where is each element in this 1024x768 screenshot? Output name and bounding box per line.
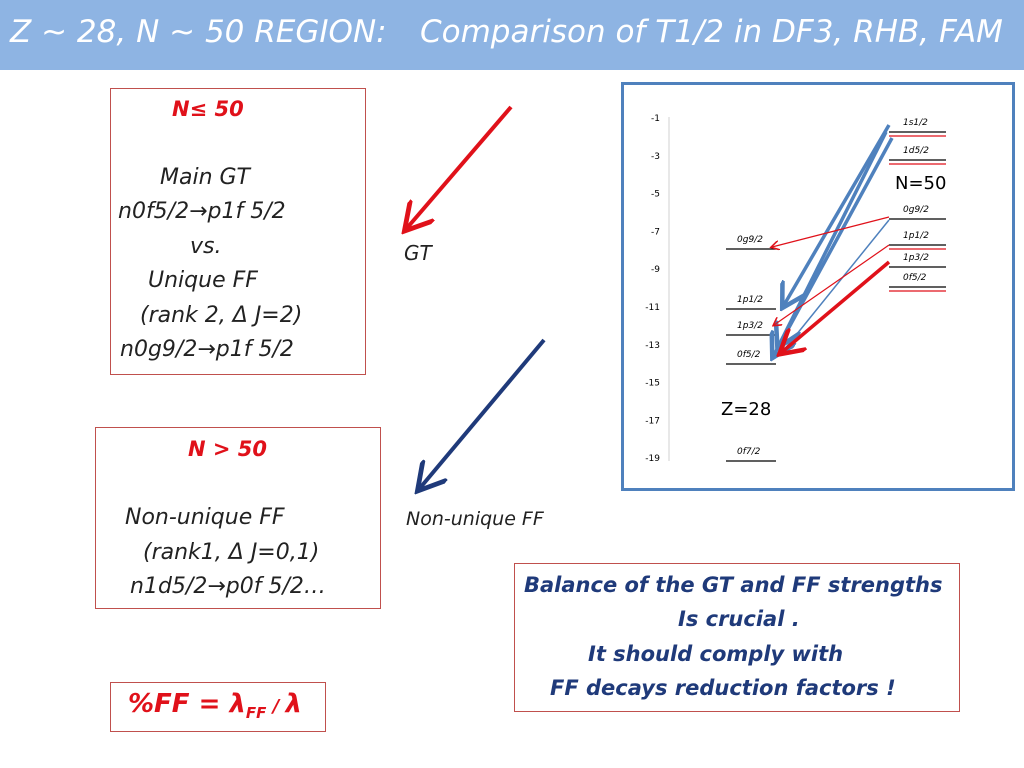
y-tick-label: -15 [645, 379, 660, 389]
balance-line-1: Balance of the GT and FF strengths [524, 573, 943, 597]
nonunique-from-orbital: n1d5/2 [130, 574, 208, 599]
level-diagram-svg: -1 -3 -5 -7 -9 -11 -13 -15 -17 -19 1s1/2 1d5/2 0g9/2… [645, 114, 946, 464]
transition-arrow [782, 260, 891, 352]
gt-label: GT [404, 241, 432, 265]
y-tick-label: -13 [645, 341, 660, 351]
n-gt-50-heading: N > 50 [188, 437, 268, 461]
neutron-level-label: 0g9/2 [903, 205, 929, 215]
neutron-level-label: 1p3/2 [903, 253, 929, 263]
y-tick-label: -11 [645, 303, 660, 313]
ff-pointer-arrow [420, 338, 546, 488]
region-title: Z ~ 28, N ~ 50 REGION: [10, 14, 387, 50]
right-arrow-icon: → [197, 337, 216, 362]
n-le-50-box [110, 88, 366, 375]
proton-level-label: 1p1/2 [737, 295, 763, 305]
non-unique-ff-label: Non-unique FF [125, 505, 285, 530]
neutron-level-label: 1p1/2 [903, 231, 929, 241]
ff-formula-sub: FF [245, 704, 267, 723]
vs-label: vs. [190, 234, 222, 259]
level-diagram: -1 -3 -5 -7 -9 -11 -13 -15 -17 -19 1s1/2 1d5/2 0g9/2… [621, 82, 1015, 491]
right-arrow-icon: → [207, 574, 226, 599]
non-unique-ff-arrow-label: Non-unique FF [406, 508, 544, 530]
y-tick-label: -7 [651, 227, 660, 237]
nonunique-transition-line: n1d5/2→p0f 5/2… [130, 574, 326, 599]
transition-arrow [774, 244, 890, 325]
y-tick-label: -5 [651, 190, 660, 200]
proton-level-label: 1p3/2 [737, 321, 763, 331]
balance-line-2: Is crucial . [678, 607, 800, 631]
y-tick-label: -17 [645, 416, 660, 426]
transition-arrow [772, 216, 890, 247]
ff-formula-box [110, 682, 326, 732]
gt-from-orbital: n0f5/2 [118, 199, 190, 224]
n50-label: N=50 [895, 173, 946, 194]
ff-formula: %FF = λFF / λ [128, 689, 302, 722]
transition-arrow [784, 124, 891, 305]
neutron-level-label: 0f5/2 [903, 273, 927, 283]
proton-level-label: 0f5/2 [737, 350, 761, 360]
ff-from-orbital: n0g9/2 [120, 337, 198, 362]
rank2-label: (rank 2, Δ J=2) [140, 303, 303, 328]
unique-ff-label: Unique FF [148, 268, 258, 293]
neutron-level-label: 1d5/2 [903, 146, 929, 156]
y-tick-label: -9 [651, 265, 660, 275]
y-tick-label: -19 [645, 454, 660, 464]
y-tick-label: -1 [651, 114, 660, 124]
neutron-level-label: 1s1/2 [903, 118, 928, 128]
ff-formula-main: %FF = λ [128, 689, 246, 719]
n-le-50-heading: N≤ 50 [172, 97, 244, 121]
proton-level-label: 0g9/2 [737, 235, 763, 245]
ff-transition-line: n0g9/2→p1f 5/2 [120, 337, 294, 362]
title-bar: Z ~ 28, N ~ 50 REGION: Comparison of T1/… [0, 0, 1024, 70]
y-tick-label: -3 [651, 152, 660, 162]
n-gt-50-box [95, 427, 381, 609]
gt-to-orbital: p1f 5/2 [207, 199, 286, 224]
rank1-label: (rank1, Δ J=0,1) [143, 540, 320, 565]
main-gt-label: Main GT [160, 165, 250, 190]
balance-box [514, 563, 960, 712]
ff-formula-slash: / [266, 696, 286, 717]
right-arrow-icon: → [189, 199, 208, 224]
gt-pointer-arrow [407, 105, 513, 228]
ff-formula-lambda: λ [285, 689, 302, 719]
comparison-title: Comparison of T1/2 in DF3, RHB, FAM [420, 14, 1003, 50]
balance-line-4: FF decays reduction factors ! [550, 676, 896, 700]
proton-level-label: 0f7/2 [737, 447, 761, 457]
transition-arrow [774, 137, 894, 355]
nonunique-to-orbital: p0f 5/2… [225, 574, 326, 599]
z28-label: Z=28 [721, 399, 771, 420]
balance-line-3: It should comply with [588, 642, 844, 666]
gt-transition-line: n0f5/2→p1f 5/2 [118, 199, 286, 224]
ff-to-orbital: p1f 5/2 [215, 337, 294, 362]
